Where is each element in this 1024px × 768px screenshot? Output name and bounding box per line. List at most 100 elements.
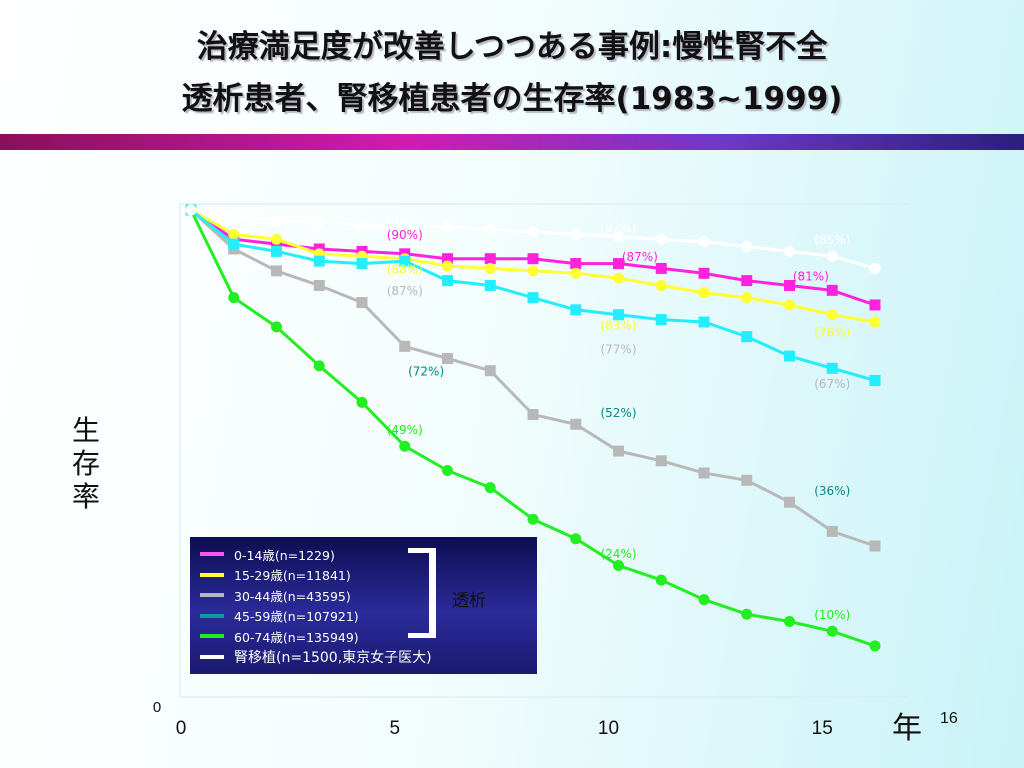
data-point bbox=[271, 214, 282, 226]
data-point bbox=[869, 374, 881, 386]
data-point bbox=[442, 353, 453, 365]
data-point bbox=[826, 284, 838, 296]
legend-label: 45-59歳(n=107921) bbox=[234, 609, 359, 625]
legend-label: 30-44歳(n=43595) bbox=[234, 588, 351, 604]
data-point bbox=[826, 525, 838, 537]
legend-swatch bbox=[200, 572, 224, 577]
data-point bbox=[484, 365, 496, 377]
data-point bbox=[613, 258, 624, 270]
data-point bbox=[484, 253, 496, 265]
x-tick-label: 10 bbox=[598, 718, 619, 739]
data-point bbox=[442, 260, 453, 272]
legend-label: 腎移植(n=1500,東京女子医大) bbox=[234, 649, 432, 666]
data-point bbox=[271, 265, 282, 277]
data-point bbox=[741, 608, 753, 620]
data-point bbox=[527, 292, 539, 304]
annotation-label: (76%) bbox=[814, 326, 850, 340]
legend-item-15-29: 15-29歳(n=11841) bbox=[200, 565, 537, 586]
annotation-label: (92%) bbox=[600, 221, 636, 235]
data-point bbox=[655, 233, 667, 245]
data-point bbox=[698, 316, 710, 328]
data-point bbox=[570, 418, 582, 430]
slide-title-line-2: 透析患者、腎移植患者の生存率(1983~1999) bbox=[181, 81, 843, 117]
data-point bbox=[655, 262, 667, 274]
data-point bbox=[784, 245, 795, 257]
data-point bbox=[570, 228, 582, 240]
data-point bbox=[356, 219, 368, 231]
x-tick-label: 15 bbox=[812, 718, 833, 739]
data-point bbox=[442, 221, 453, 233]
dialysis-bracket-label: 透析 bbox=[452, 591, 486, 611]
data-point bbox=[869, 262, 881, 274]
legend-swatch bbox=[200, 552, 224, 557]
data-point bbox=[655, 455, 667, 467]
data-point bbox=[399, 440, 411, 452]
data-point bbox=[869, 299, 881, 311]
data-point bbox=[313, 255, 325, 267]
data-point bbox=[655, 574, 667, 586]
annotation-label: (96%) bbox=[387, 213, 423, 227]
slide-title-line-1: 治療満足度が改善しつつある事例:慢性腎不全 bbox=[196, 29, 828, 65]
data-point bbox=[484, 262, 496, 274]
data-point bbox=[399, 255, 411, 267]
series-3 bbox=[185, 204, 881, 386]
dialysis-bracket bbox=[408, 548, 436, 638]
legend-swatch bbox=[200, 634, 224, 639]
data-point bbox=[228, 211, 240, 223]
page-number: 16 bbox=[940, 710, 958, 727]
data-point bbox=[698, 594, 710, 606]
data-point bbox=[741, 474, 753, 486]
data-point bbox=[484, 482, 496, 494]
x-tick-label: 5 bbox=[389, 718, 400, 739]
annotation-label: (67%) bbox=[814, 377, 850, 391]
data-point bbox=[399, 340, 411, 352]
data-point bbox=[826, 250, 838, 262]
annotation-label: (10%) bbox=[814, 608, 850, 622]
legend-label: 0-14歳(n=1229) bbox=[234, 547, 335, 563]
data-point bbox=[869, 640, 881, 652]
data-point bbox=[655, 279, 667, 291]
data-point bbox=[698, 236, 710, 248]
annotation-label: (81%) bbox=[793, 270, 829, 284]
annotation-label: (77%) bbox=[600, 343, 636, 357]
data-point bbox=[356, 396, 368, 408]
series-1 bbox=[185, 204, 881, 328]
y-axis-label: 生存率 bbox=[71, 414, 100, 513]
annotation-label: (90%) bbox=[387, 228, 423, 242]
annotation-label: (87%) bbox=[387, 284, 423, 298]
data-point bbox=[527, 265, 539, 277]
data-point bbox=[613, 445, 624, 457]
data-point bbox=[570, 267, 582, 279]
legend-item-30-44: 30-44歳(n=43595) bbox=[200, 585, 537, 606]
series-5 bbox=[185, 204, 881, 274]
data-point bbox=[869, 316, 881, 328]
data-point bbox=[271, 245, 282, 257]
data-point bbox=[271, 321, 282, 333]
legend-label: 15-29歳(n=11841) bbox=[234, 568, 351, 584]
annotation-label: (85%) bbox=[814, 233, 850, 247]
data-point bbox=[741, 331, 753, 343]
data-point bbox=[442, 275, 453, 287]
data-point bbox=[698, 467, 710, 479]
legend-item-0-14: 0-14歳(n=1229) bbox=[200, 544, 537, 565]
data-point bbox=[527, 513, 539, 525]
data-point bbox=[484, 223, 496, 235]
data-point bbox=[527, 409, 539, 421]
y-tick-label: 0 bbox=[153, 699, 161, 716]
data-point bbox=[698, 287, 710, 299]
data-point bbox=[228, 238, 240, 250]
data-point bbox=[741, 275, 753, 287]
annotation-label: (52%) bbox=[600, 406, 636, 420]
legend-item-45-59: 45-59歳(n=107921) bbox=[200, 606, 537, 627]
legend-swatch bbox=[200, 654, 224, 659]
data-point bbox=[185, 204, 197, 216]
data-point bbox=[698, 267, 710, 279]
data-point bbox=[613, 231, 624, 243]
data-point bbox=[826, 309, 838, 321]
annotation-label: (49%) bbox=[387, 423, 423, 437]
data-point bbox=[613, 272, 624, 284]
chart-tick-labels: 0 5 10 15 0 年 bbox=[153, 699, 922, 746]
data-point bbox=[784, 496, 795, 508]
annotation-label: (88%) bbox=[387, 262, 423, 276]
